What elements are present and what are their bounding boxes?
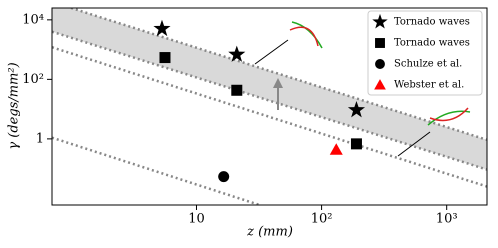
square-marker xyxy=(231,84,243,96)
x-tick-label: 10 xyxy=(188,212,205,227)
square-marker xyxy=(350,138,362,150)
y-tick-label: 10² xyxy=(22,72,44,87)
y-tick-label: 1 xyxy=(36,131,44,146)
wave-icon xyxy=(427,110,471,126)
square-marker xyxy=(159,52,171,64)
wave-icon xyxy=(289,26,319,47)
legend-label: Tornado waves xyxy=(394,17,470,28)
annotations xyxy=(254,21,471,157)
legend-marker xyxy=(372,13,388,29)
legend-label: Tornado waves xyxy=(394,38,470,49)
circle-marker xyxy=(218,171,230,183)
legend-marker xyxy=(374,79,386,90)
x-axis-label: z (mm) xyxy=(246,225,293,240)
axes-frame xyxy=(51,7,488,206)
band xyxy=(52,8,487,170)
legend: Tornado waves Tornado waves Schulze et al.… xyxy=(367,10,483,96)
arrow-head xyxy=(273,78,283,88)
legend-marker xyxy=(375,38,385,48)
star-marker xyxy=(228,45,246,62)
y-axis-label: γ (degs/mm²) xyxy=(7,62,22,149)
wave-icon xyxy=(291,21,323,49)
reference-line xyxy=(52,136,261,205)
y-tick-label: 10⁴ xyxy=(22,12,44,27)
band-edge xyxy=(67,8,487,142)
star-marker xyxy=(153,19,171,37)
star-marker xyxy=(347,101,366,118)
triangle-marker xyxy=(329,143,343,155)
pointer-line xyxy=(397,131,431,157)
legend-box xyxy=(367,10,483,96)
plot-area xyxy=(52,8,487,205)
wave-icon xyxy=(429,107,469,122)
legend-marker xyxy=(375,59,385,69)
pointer-line xyxy=(254,39,289,65)
x-tick-label: 10² xyxy=(311,212,333,227)
legend-label: Webster et al. xyxy=(394,80,464,91)
reference-line xyxy=(52,46,487,188)
x-tick-label: 10³ xyxy=(436,212,458,227)
legend-label: Schulze et al. xyxy=(394,59,462,70)
band-edge xyxy=(52,30,487,171)
